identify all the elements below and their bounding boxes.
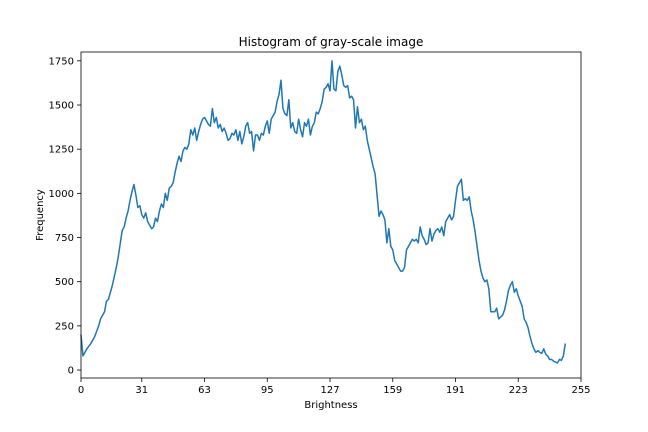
x-tick-label: 95 xyxy=(261,385,274,396)
y-tick-label: 1500 xyxy=(49,101,74,112)
y-axis-label: Frequency xyxy=(35,189,46,241)
y-tick-label: 500 xyxy=(55,277,74,288)
x-tick-label: 127 xyxy=(320,385,339,396)
x-tick-label: 191 xyxy=(446,385,465,396)
y-axis: 0 250 500 750 1000 1250 1500 1750 xyxy=(49,56,81,377)
plot-area xyxy=(80,60,567,364)
plot-frame xyxy=(80,51,582,379)
x-tick-label: 255 xyxy=(571,385,590,396)
y-tick-label: 750 xyxy=(55,233,74,244)
y-tick-label: 1250 xyxy=(49,145,74,156)
y-tick-label: 1000 xyxy=(49,189,74,200)
x-tick-label: 223 xyxy=(509,385,528,396)
y-tick-label: 0 xyxy=(68,366,74,377)
y-tick-label: 1750 xyxy=(49,56,74,67)
x-axis-label: Brightness xyxy=(304,400,357,411)
x-tick-label: 0 xyxy=(78,385,84,396)
y-tick-label: 250 xyxy=(55,321,74,332)
chart-title: Histogram of gray-scale image xyxy=(239,35,424,49)
x-tick-label: 63 xyxy=(198,385,211,396)
x-tick-label: 31 xyxy=(135,385,148,396)
series-line-0 xyxy=(80,60,567,364)
x-tick-label: 159 xyxy=(383,385,402,396)
x-axis: 0 31 63 95 127 159 191 223 255 xyxy=(78,378,591,396)
